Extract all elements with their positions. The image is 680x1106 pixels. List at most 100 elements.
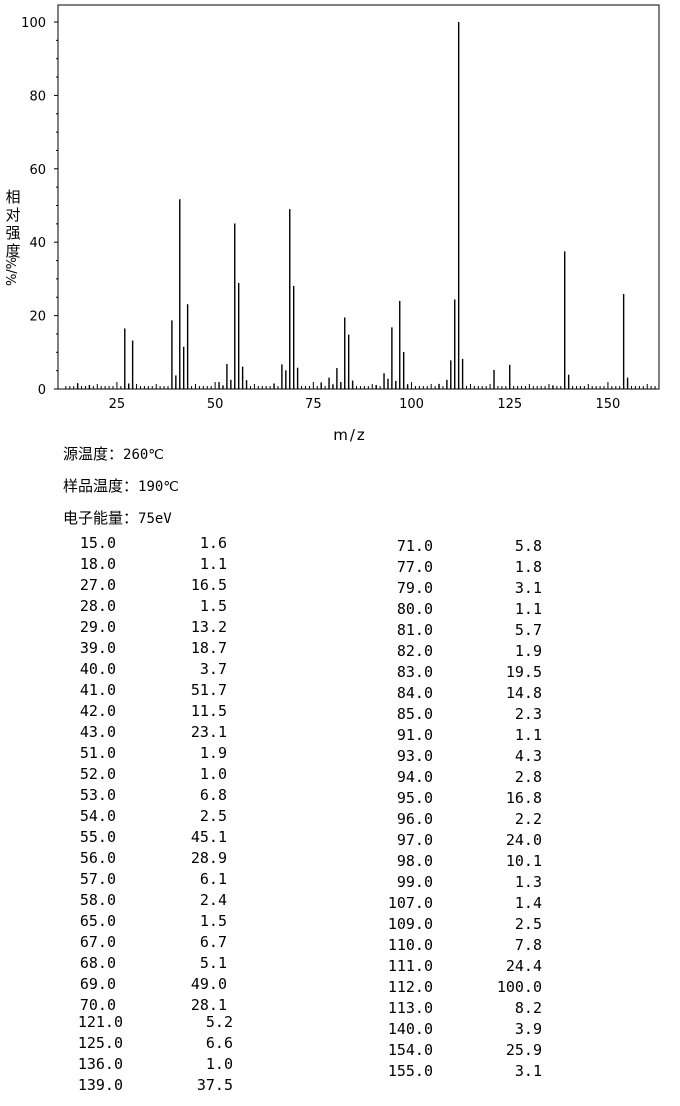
peak-intensity: 3.1: [514, 579, 542, 597]
peak-mz: 40.0: [79, 660, 116, 678]
peak-mz: 99.0: [396, 873, 433, 891]
peak-mz: 77.0: [396, 558, 433, 576]
peak-intensity: 7.8: [514, 936, 542, 954]
peak-intensity: 6.7: [199, 933, 227, 951]
peak-mz: 140.0: [387, 1020, 433, 1038]
peak-intensity: 51.7: [190, 681, 227, 699]
peak-mz: 95.0: [396, 789, 433, 807]
peak-intensity: 2.5: [514, 915, 542, 933]
peak-intensity: 1.5: [199, 597, 227, 615]
source-temperature: 源温度：260℃: [63, 443, 164, 464]
peak-intensity: 24.4: [505, 957, 542, 975]
peak-mz: 18.0: [79, 555, 116, 573]
peak-intensity: 3.9: [514, 1020, 542, 1038]
peak-intensity: 16.5: [190, 576, 227, 594]
electron-energy-label: 电子能量：: [63, 509, 139, 527]
x-tick-label: 125: [497, 397, 522, 412]
source-temperature-value: 260℃: [123, 447, 165, 463]
peak-intensity: 25.9: [505, 1041, 542, 1059]
x-axis-label: m/z: [333, 426, 367, 444]
peak-mz: 69.0: [79, 975, 116, 993]
peak-intensity: 2.4: [199, 891, 227, 909]
peak-mz: 28.0: [79, 597, 116, 615]
peak-intensity: 6.6: [205, 1034, 233, 1052]
peak-intensity: 1.1: [514, 726, 542, 744]
peak-intensity: 2.8: [514, 768, 542, 786]
x-tick-label: 25: [109, 397, 126, 412]
peak-mz: 107.0: [387, 894, 433, 912]
peak-intensity: 49.0: [190, 975, 227, 993]
source-temperature-label: 源温度：: [63, 445, 124, 463]
peak-mz: 65.0: [79, 912, 116, 930]
peak-intensity: 18.7: [190, 639, 227, 657]
plot-frame: [57, 4, 660, 390]
peak-mz: 109.0: [387, 915, 433, 933]
peak-intensity: 11.5: [190, 702, 227, 720]
peak-mz: 52.0: [79, 765, 116, 783]
peak-intensity: 1.9: [514, 642, 542, 660]
peak-intensity: 8.2: [514, 999, 542, 1017]
peak-mz: 136.0: [77, 1055, 123, 1073]
peak-mz: 125.0: [77, 1034, 123, 1052]
peak-mz: 154.0: [387, 1041, 433, 1059]
peak-intensity: 2.5: [199, 807, 227, 825]
peak-mz: 98.0: [396, 852, 433, 870]
peak-intensity: 4.3: [514, 747, 542, 765]
peak-intensity: 10.1: [505, 852, 542, 870]
peak-intensity: 1.5: [199, 912, 227, 930]
peak-mz: 96.0: [396, 810, 433, 828]
peak-mz: 80.0: [396, 600, 433, 618]
peak-intensity: 37.5: [196, 1076, 233, 1094]
peak-intensity: 3.7: [199, 660, 227, 678]
peak-intensity: 16.8: [505, 789, 542, 807]
peak-intensity: 5.1: [199, 954, 227, 972]
sample-temperature-value: 190℃: [138, 479, 180, 495]
peak-mz: 53.0: [79, 786, 116, 804]
y-axis-label-unit: %/%: [5, 256, 20, 286]
peak-intensity: 6.8: [199, 786, 227, 804]
y-tick-label: 80: [29, 89, 46, 104]
peak-intensity: 1.9: [199, 744, 227, 762]
peak-intensity: 1.0: [205, 1055, 233, 1073]
peak-intensity: 28.1: [190, 996, 227, 1014]
peak-mz: 94.0: [396, 768, 433, 786]
peak-mz: 93.0: [396, 747, 433, 765]
peak-mz: 15.0: [79, 534, 116, 552]
peak-mz: 67.0: [79, 933, 116, 951]
y-axis-label-char: 度: [5, 242, 21, 260]
x-tick-label: 75: [305, 397, 322, 412]
peak-intensity: 1.8: [514, 558, 542, 576]
electron-energy: 电子能量：75eV: [63, 507, 172, 528]
electron-energy-value: 75eV: [138, 511, 172, 527]
y-tick-label: 40: [29, 236, 46, 251]
sample-temperature: 样品温度：190℃: [63, 475, 179, 496]
peak-intensity: 1.1: [514, 600, 542, 618]
peak-mz: 39.0: [79, 639, 116, 657]
peak-intensity: 45.1: [190, 828, 227, 846]
peak-mz: 121.0: [77, 1013, 123, 1031]
y-axis-label-char: 相: [5, 188, 21, 206]
peak-intensity: 1.4: [514, 894, 542, 912]
peak-intensity: 6.1: [199, 870, 227, 888]
y-tick-label: 20: [29, 310, 46, 325]
peak-mz: 155.0: [387, 1062, 433, 1080]
peak-intensity: 5.8: [514, 537, 542, 555]
peak-intensity: 3.1: [514, 1062, 542, 1080]
peak-mz: 91.0: [396, 726, 433, 744]
peak-mz: 112.0: [387, 978, 433, 996]
peak-mz: 56.0: [79, 849, 116, 867]
peak-mz: 97.0: [396, 831, 433, 849]
x-tick-label: 100: [399, 397, 424, 412]
peak-mz: 51.0: [79, 744, 116, 762]
y-axis-label-char: 对: [5, 206, 21, 224]
peak-intensity: 24.0: [505, 831, 542, 849]
y-axis-label: 相 对 强 度 %/%: [4, 188, 22, 286]
peak-mz: 43.0: [79, 723, 116, 741]
x-tick-label: 150: [596, 397, 621, 412]
peak-intensity: 2.3: [514, 705, 542, 723]
x-tick-label: 50: [207, 397, 224, 412]
peak-mz: 55.0: [79, 828, 116, 846]
peak-mz: 111.0: [387, 957, 433, 975]
peak-intensity: 1.6: [199, 534, 227, 552]
y-tick-label: 100: [21, 16, 46, 31]
